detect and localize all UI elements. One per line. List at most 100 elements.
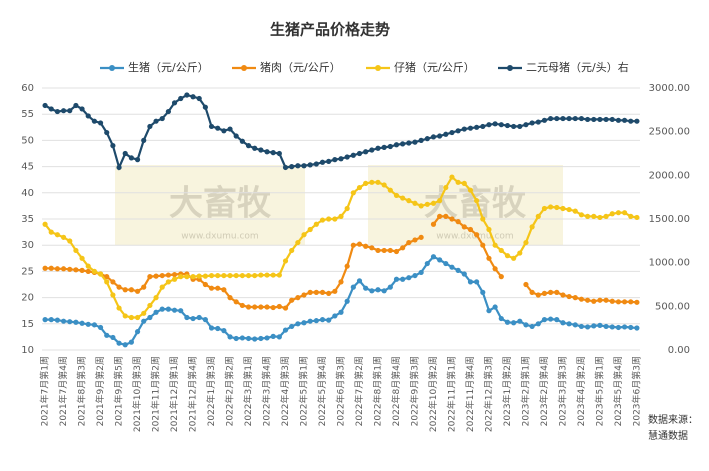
legend-label: 二元母猪（元/头）右 <box>526 60 629 74</box>
point <box>301 163 307 169</box>
point <box>270 272 276 278</box>
point <box>356 278 363 284</box>
point <box>252 272 258 279</box>
point <box>54 266 61 272</box>
point <box>104 129 110 136</box>
point <box>184 92 190 98</box>
point <box>621 324 628 330</box>
point <box>480 289 486 295</box>
point <box>597 214 603 221</box>
point <box>517 123 523 130</box>
point <box>603 213 609 219</box>
x-tick-label: 2022年7月第2周 <box>353 356 365 426</box>
point <box>486 122 492 128</box>
x-tick-label: 2021年11月第2周 <box>150 356 162 432</box>
point <box>338 213 344 219</box>
legend-marker <box>109 65 115 71</box>
point <box>381 182 387 188</box>
point <box>159 306 165 312</box>
point <box>67 238 73 244</box>
point <box>307 226 313 233</box>
point <box>412 237 418 243</box>
point <box>128 155 134 161</box>
point <box>141 318 147 324</box>
point <box>350 284 356 290</box>
y2-tick-label: 2000.00 <box>649 170 690 181</box>
point <box>529 120 535 126</box>
point <box>430 221 437 227</box>
point <box>443 260 449 267</box>
y-tick-label: 15 <box>21 319 34 330</box>
point <box>455 128 461 134</box>
point <box>85 113 91 119</box>
point <box>634 299 640 305</box>
point <box>548 204 554 210</box>
point <box>202 273 208 279</box>
point <box>572 322 578 328</box>
point <box>221 328 227 334</box>
chart-title: 生猪产品价格走势 <box>270 21 390 39</box>
point <box>79 267 85 273</box>
source: 数据来源： <box>648 413 698 426</box>
point <box>282 258 289 264</box>
series-line <box>45 255 637 346</box>
point <box>467 226 474 233</box>
point <box>480 123 486 130</box>
point <box>393 192 400 199</box>
point <box>233 133 239 139</box>
point <box>591 213 597 219</box>
point <box>153 295 159 301</box>
point <box>455 219 461 225</box>
x-tick-label: 2023年5月第4周 <box>612 356 624 426</box>
point <box>227 126 233 132</box>
x-tick-label: 2023年2月第4周 <box>538 356 550 426</box>
point <box>319 289 326 295</box>
point <box>529 323 535 330</box>
point <box>153 273 159 279</box>
point <box>190 315 196 322</box>
point <box>424 201 430 207</box>
point <box>165 306 171 312</box>
point <box>535 321 541 327</box>
point <box>233 272 239 279</box>
point <box>338 309 344 315</box>
point <box>603 323 609 330</box>
point <box>338 279 344 285</box>
point <box>609 116 615 123</box>
point <box>326 290 332 297</box>
point <box>634 118 640 124</box>
point <box>387 143 393 150</box>
point <box>443 184 449 191</box>
point <box>461 126 467 132</box>
point <box>147 314 153 321</box>
y-tick-label: 50 <box>21 135 34 146</box>
point <box>578 115 585 122</box>
point <box>584 324 591 330</box>
x-tick-label: 2023年3月第3周 <box>556 356 568 426</box>
point <box>566 321 572 327</box>
point <box>461 180 467 186</box>
point <box>437 133 443 139</box>
point <box>134 288 141 294</box>
point <box>578 323 585 330</box>
y2-tick-label: 500.00 <box>655 301 690 312</box>
point <box>498 315 504 322</box>
point <box>504 122 511 129</box>
point <box>67 108 73 114</box>
point <box>319 159 326 165</box>
point <box>289 323 295 330</box>
point <box>171 271 178 278</box>
watermark: 大畜牧 <box>169 184 272 224</box>
point <box>350 152 356 158</box>
point <box>541 117 548 123</box>
point <box>276 272 282 278</box>
y-tick-label: 10 <box>21 345 34 356</box>
point <box>597 297 603 303</box>
point <box>159 272 165 279</box>
point <box>85 268 91 274</box>
point <box>196 95 202 102</box>
point <box>153 118 159 124</box>
point <box>597 322 603 328</box>
point <box>393 276 400 282</box>
watermark: www.dxumu.com <box>181 232 258 242</box>
